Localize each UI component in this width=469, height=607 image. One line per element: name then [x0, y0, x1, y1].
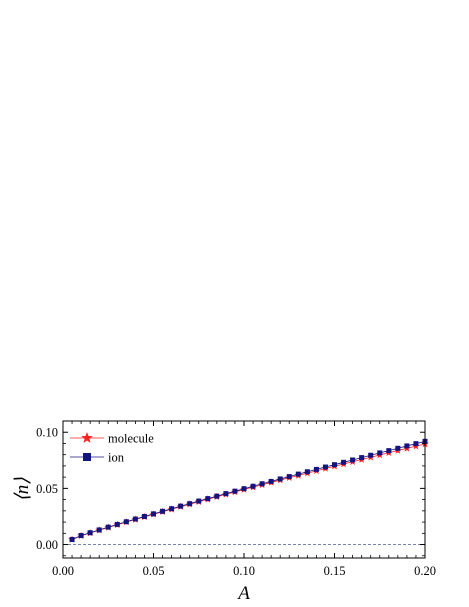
data-point-ion [87, 530, 93, 536]
data-point-ion [205, 496, 211, 502]
data-point-ion [78, 533, 84, 539]
legend-label-ion: ion [108, 451, 125, 465]
data-point-ion [250, 483, 256, 489]
data-point-ion [259, 481, 265, 487]
y-axis-label: ⟨n⟩ [12, 477, 33, 502]
data-point-ion [232, 488, 238, 494]
data-point-ion [123, 519, 129, 525]
data-point-ion [359, 455, 365, 461]
data-point-ion [286, 474, 292, 480]
data-point-ion [377, 450, 383, 456]
data-point-ion [395, 445, 401, 451]
data-point-ion [268, 478, 274, 484]
data-point-ion [96, 527, 102, 533]
legend-marker-ion [83, 453, 91, 461]
data-point-ion [169, 506, 175, 512]
data-point-ion [141, 513, 147, 519]
series-line-ion [71, 440, 426, 540]
y-tick-label: 0.05 [36, 482, 58, 496]
x-tick-label: 0.05 [143, 564, 165, 578]
data-point-ion [187, 501, 193, 507]
data-point-ion [277, 476, 283, 482]
legend-label-molecule: molecule [108, 432, 154, 446]
tick-label-layer: 0.00 0.05 0.10 0.15 0.20 0.00 0.05 0.10 [36, 426, 436, 578]
data-point-ion [196, 498, 202, 504]
tick-layer [62, 420, 426, 558]
data-point-ion [386, 448, 392, 454]
series-layer [68, 438, 429, 543]
x-axis-label: A [236, 583, 250, 604]
data-point-ion [160, 508, 166, 514]
data-point-ion [322, 464, 328, 470]
data-point-ion [105, 524, 111, 530]
data-point-ion [241, 486, 247, 492]
data-point-ion [223, 491, 229, 497]
legend-marker-molecule [81, 432, 93, 443]
data-point-ion [313, 466, 319, 472]
y-tick-label: 0.10 [36, 426, 58, 440]
data-point-ion [178, 503, 184, 509]
data-point-ion [413, 441, 419, 447]
data-point-ion [404, 443, 410, 449]
x-tick-label: 0.15 [324, 564, 346, 578]
y-tick-label: 0.00 [36, 538, 58, 552]
data-point-ion [295, 471, 301, 477]
data-point-ion [114, 521, 120, 527]
data-point-ion [151, 511, 156, 517]
x-tick-label: 0.20 [414, 564, 436, 578]
legend: molecule ion [70, 432, 154, 465]
data-point-ion [69, 536, 75, 542]
data-point-ion [341, 459, 347, 465]
data-point-ion [332, 462, 337, 468]
x-tick-label: 0.00 [52, 564, 74, 578]
x-tick-label: 0.10 [233, 564, 255, 578]
data-point-ion [368, 452, 374, 458]
data-point-ion [132, 516, 138, 522]
data-point-ion [304, 469, 310, 475]
data-point-ion [214, 493, 220, 499]
data-point-ion [350, 457, 356, 463]
